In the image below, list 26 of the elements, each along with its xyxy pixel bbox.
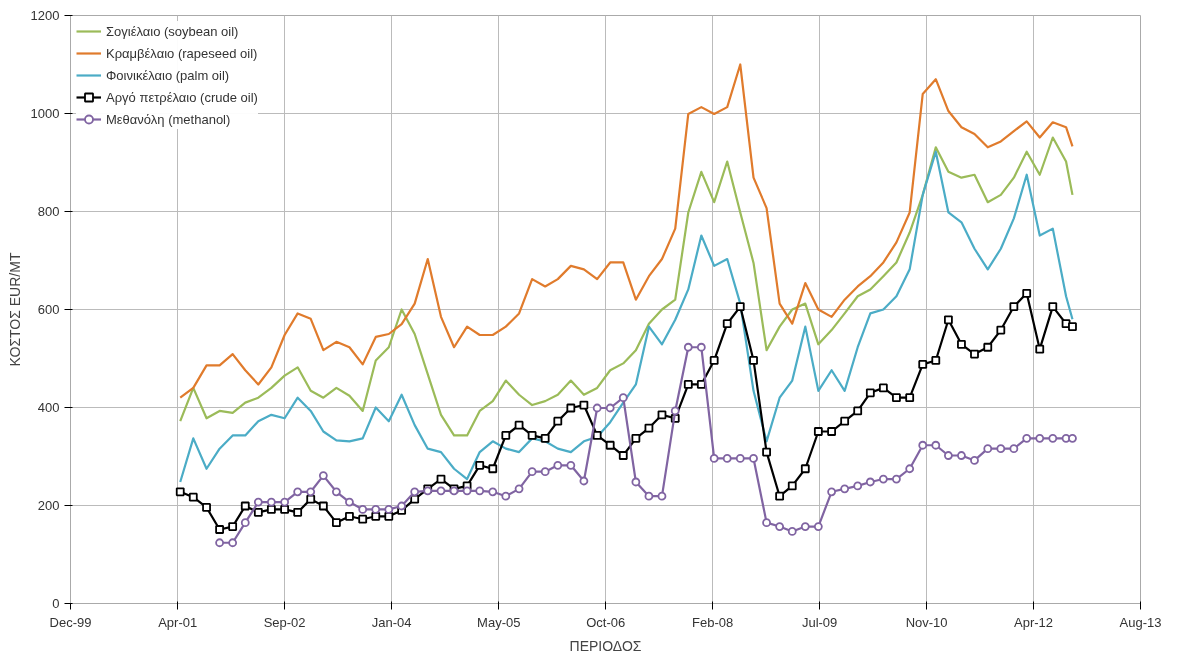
x-tick-label: May-05 bbox=[477, 614, 521, 630]
x-tick-label: Apr-12 bbox=[1014, 614, 1054, 630]
legend-label: Κραμβέλαιο (rapeseed oil) bbox=[106, 45, 258, 61]
legend-label: Σογιέλαιο (soybean oil) bbox=[106, 23, 239, 39]
x-tick-label: Feb-08 bbox=[692, 614, 734, 630]
x-axis-title: ΠΕΡΙΟΔΟΣ bbox=[569, 637, 642, 654]
y-tick-label: 1000 bbox=[30, 106, 60, 121]
y-tick-label: 800 bbox=[37, 204, 60, 219]
x-tick-label: Oct-06 bbox=[586, 614, 626, 630]
y-tick-label: 200 bbox=[37, 498, 60, 513]
y-tick-label: 0 bbox=[52, 596, 60, 611]
legend-label: Αργό πετρέλαιο (crude oil) bbox=[106, 89, 258, 105]
x-tick-label: Jul-09 bbox=[801, 614, 838, 630]
y-tick-label: 600 bbox=[37, 302, 60, 317]
legend-label: Φοινικέλαιο (palm oil) bbox=[106, 67, 230, 83]
x-tick-label: Apr-01 bbox=[158, 614, 198, 630]
line-series bbox=[179, 136, 1074, 437]
x-tick-label: Aug-13 bbox=[1119, 614, 1162, 630]
x-tick-label: Sep-02 bbox=[263, 614, 306, 630]
legend-label: Μεθανόλη (methanol) bbox=[106, 111, 231, 127]
y-tick-label: 1200 bbox=[30, 8, 60, 23]
y-tick-label: 400 bbox=[37, 400, 60, 415]
x-tick-label: Jan-04 bbox=[371, 614, 412, 630]
y-axis-title: ΚΟΣΤΟΣ EUR/MT bbox=[6, 252, 23, 367]
x-tick-label: Nov-10 bbox=[905, 614, 948, 630]
x-tick-label: Dec-99 bbox=[49, 614, 92, 630]
